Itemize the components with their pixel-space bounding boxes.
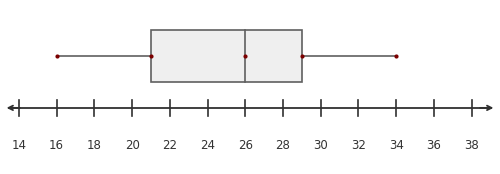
Text: 18: 18 [87,139,102,152]
Text: 24: 24 [200,139,215,152]
Text: 26: 26 [238,139,253,152]
Text: 34: 34 [389,139,404,152]
Text: 14: 14 [12,139,26,152]
Text: 30: 30 [314,139,328,152]
Bar [151,30,302,82]
Text: 32: 32 [351,139,366,152]
Text: 22: 22 [162,139,178,152]
Text: 20: 20 [124,139,140,152]
Text: 36: 36 [426,139,442,152]
Text: 16: 16 [49,139,64,152]
Text: 38: 38 [464,139,479,152]
Text: 28: 28 [276,139,290,152]
